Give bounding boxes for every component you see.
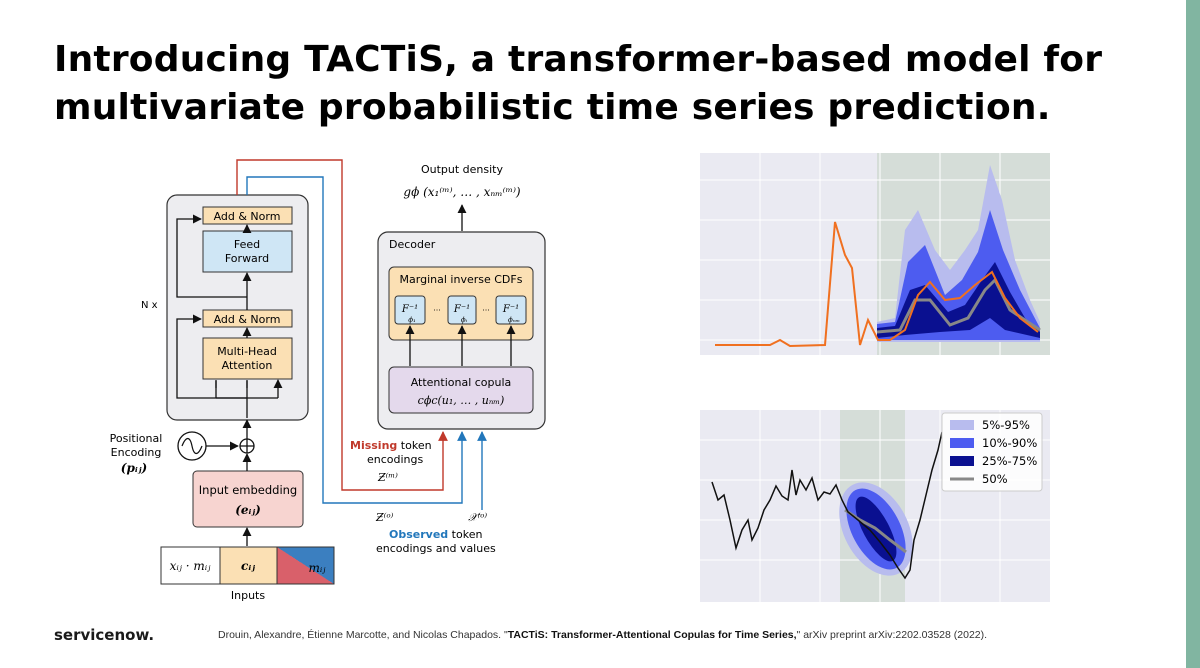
citation-tail: " arXiv preprint arXiv:2202.03528 (2022)…	[796, 629, 988, 641]
inverse-cdf-n	[495, 295, 527, 325]
positional-symbol: (pᵢⱼ)	[121, 461, 147, 475]
dots-2: ···	[482, 306, 490, 315]
forecast-plot-top	[700, 153, 1050, 355]
feed-forward-label-1: Feed	[234, 238, 260, 251]
legend-swatch-25-75	[950, 456, 974, 466]
output-density-formula: gϕ (x₁⁽ᵐ⁾, … , xₙₘ⁽ᵐ⁾)	[403, 185, 521, 199]
citation-authors: Drouin, Alexandre, Étienne Marcotte, and…	[218, 629, 508, 641]
observed-label-2: encodings and values	[376, 542, 496, 555]
positional-label-1: Positional	[110, 432, 163, 445]
citation-title: TACTiS: Transformer-Attentional Copulas …	[507, 629, 797, 641]
title-line-1: Introducing TACTiS, a transformer-based …	[54, 39, 1103, 80]
inverse-cdf-n-label: F⁻¹	[502, 304, 519, 315]
attentional-copula-box	[388, 366, 534, 414]
inverse-cdf-1	[394, 295, 426, 325]
add-norm-top	[202, 206, 293, 225]
observed-word: Observed	[389, 528, 448, 541]
add-norm-top-label: Add & Norm	[214, 210, 281, 223]
feed-forward-label-2: Forward	[225, 252, 269, 265]
positional-encoding: Positional Encoding (pᵢⱼ)	[110, 419, 255, 475]
legend-box	[941, 412, 1043, 492]
legend-label-10-90: 10%-90%	[982, 436, 1037, 450]
title-line-2: multivariate probabilistic time series p…	[54, 87, 1051, 128]
missing-word: Missing	[350, 439, 397, 452]
slide-title: Introducing TACTiS, a transformer-based …	[54, 36, 1154, 132]
decoder-block: Output density gϕ (x₁⁽ᵐ⁾, … , xₙₘ⁽ᵐ⁾) De…	[377, 163, 546, 430]
citation: Drouin, Alexandre, Étienne Marcotte, and…	[218, 629, 1178, 641]
multi-head-label-2: Attention	[222, 359, 273, 372]
inverse-cdf-n-sub: ϕₙₘ	[508, 316, 520, 324]
inverse-cdf-i-label: F⁻¹	[453, 304, 470, 315]
missing-label-2: encodings	[367, 453, 424, 466]
repeat-label: N x	[141, 300, 158, 311]
copula-label: Attentional copula	[411, 376, 512, 389]
input-m-cell	[276, 546, 335, 585]
dots-1: ···	[433, 306, 441, 315]
input-c-cell	[219, 546, 278, 585]
observed-label: Observed token	[389, 528, 482, 541]
copula-formula: cϕc(u₁, … , uₙₘ)	[418, 394, 505, 407]
observed-encoding-path	[246, 176, 467, 504]
inverse-cdf-1-label: F⁻¹	[401, 304, 418, 315]
band-25-75-top	[877, 262, 1040, 338]
output-density-label: Output density	[421, 163, 504, 176]
input-xm-label: xᵢⱼ · mᵢⱼ	[170, 559, 212, 573]
inverse-cdf-1-sub: ϕ₁	[408, 316, 416, 324]
forecast-plot-bottom	[700, 410, 1050, 602]
inputs-row: xᵢⱼ · mᵢⱼ cᵢⱼ mᵢⱼ Inputs	[160, 546, 335, 602]
missing-encoding-path	[236, 159, 448, 491]
feed-forward-box	[202, 230, 293, 273]
input-embedding-label: Input embedding	[199, 483, 297, 497]
observed-x-symbol: 𝒳⁽ᵒ⁾	[468, 511, 487, 524]
missing-token-word: token	[397, 439, 431, 452]
missing-label: Missing token	[350, 439, 432, 452]
legend-label-50: 50%	[982, 472, 1008, 486]
input-c-label: cᵢⱼ	[241, 559, 255, 573]
missing-symbol: Ƶ⁽ᵐ⁾	[377, 471, 398, 484]
accent-bar	[1186, 0, 1200, 668]
inputs-label: Inputs	[231, 589, 265, 602]
decoder-label: Decoder	[389, 238, 436, 251]
observed-series-bottom	[711, 431, 943, 580]
observed-series-top	[715, 221, 1039, 348]
input-embedding-symbol: (eᵢⱼ)	[235, 503, 261, 517]
legend-swatch-10-90	[950, 438, 974, 448]
servicenow-logo: servicenow.	[54, 626, 155, 644]
add-norm-bottom-label: Add & Norm	[214, 313, 281, 326]
encoder-block: Add & Norm Feed Forward Add & Norm Multi…	[141, 194, 309, 421]
legend-label-5-95: 5%-95%	[982, 418, 1030, 432]
input-embedding-box	[192, 470, 304, 528]
observed-token-word: token	[448, 528, 482, 541]
encoder-container	[166, 194, 309, 421]
legend-label-25-75: 25%-75%	[982, 454, 1037, 468]
inverse-cdf-i	[447, 295, 477, 325]
legend-swatch-5-95	[950, 420, 974, 430]
multi-head-label-1: Multi-Head	[217, 345, 277, 358]
marginal-cdfs-label: Marginal inverse CDFs	[400, 273, 523, 286]
input-m-label: mᵢⱼ	[309, 561, 327, 575]
inverse-cdf-i-sub: ϕᵢ	[461, 316, 468, 324]
legend: 5%-95% 10%-90% 25%-75% 50%	[941, 412, 1043, 492]
positional-label-2: Encoding	[111, 446, 162, 459]
observed-z-symbol: Ƶ⁽ᵒ⁾	[375, 511, 394, 524]
